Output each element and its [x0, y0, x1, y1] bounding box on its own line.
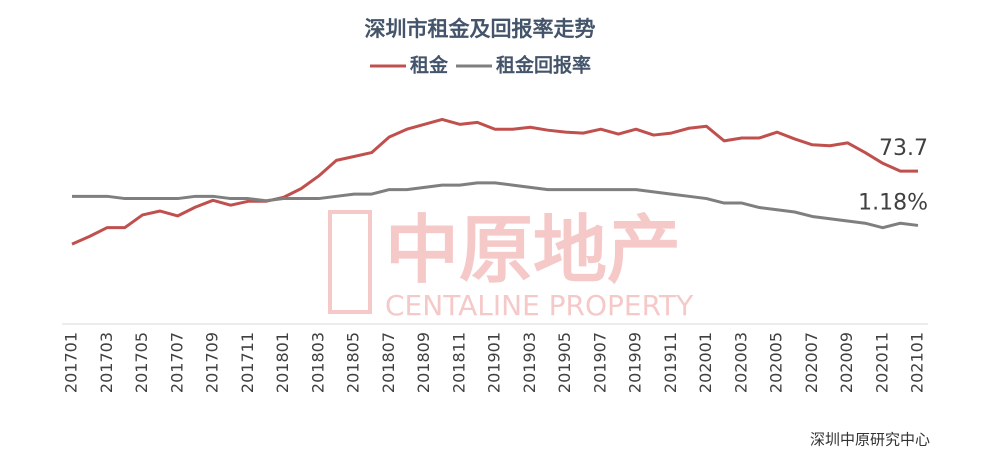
x-tick-label: 201807	[379, 332, 398, 393]
x-tick-label: 201809	[414, 332, 433, 393]
x-tick-label: 201801	[273, 332, 292, 393]
x-tick-label: 201907	[590, 332, 609, 393]
x-tick-label: 201709	[203, 332, 222, 393]
x-tick-label: 202007	[802, 332, 821, 393]
data-label: 1.18%	[858, 190, 928, 215]
x-tick-label: 201707	[167, 332, 186, 393]
x-tick-label: 201905	[555, 332, 574, 393]
x-tick-label: 201803	[308, 332, 327, 393]
x-tick-label: 201705	[132, 332, 151, 393]
data-label: 73.7	[879, 136, 928, 161]
legend-label: 租金	[410, 54, 449, 77]
x-tick-label: 202001	[696, 332, 715, 393]
x-tick-label: 201911	[661, 332, 680, 393]
series-line	[72, 181, 919, 230]
x-tick-label: 201701	[62, 332, 81, 393]
x-tick-label: 201703	[97, 332, 116, 393]
x-tick-label: 202101	[908, 332, 927, 393]
x-tick-label: 202003	[731, 332, 750, 393]
x-tick-label: 201811	[449, 332, 468, 393]
legend-label: 租金回报率	[496, 54, 591, 77]
x-tick-label: 201909	[626, 332, 645, 393]
x-tick-label: 201805	[344, 332, 363, 393]
x-tick-label: 202009	[837, 332, 856, 393]
source: 深圳中原研究中心	[810, 431, 930, 449]
x-tick-label: 201903	[520, 332, 539, 393]
x-tick-label: 201711	[238, 332, 257, 393]
x-tick-label: 202011	[872, 332, 891, 393]
series-line	[71, 117, 918, 246]
x-tick-label: 201901	[485, 332, 504, 393]
watermark: CENTALINE PROPERTY	[385, 289, 694, 322]
x-tick-label: 202005	[767, 332, 786, 393]
watermark: 中原地产	[385, 208, 681, 294]
chart-title: 深圳市租金及回报率走势	[365, 17, 596, 41]
watermark-logo	[328, 210, 372, 314]
